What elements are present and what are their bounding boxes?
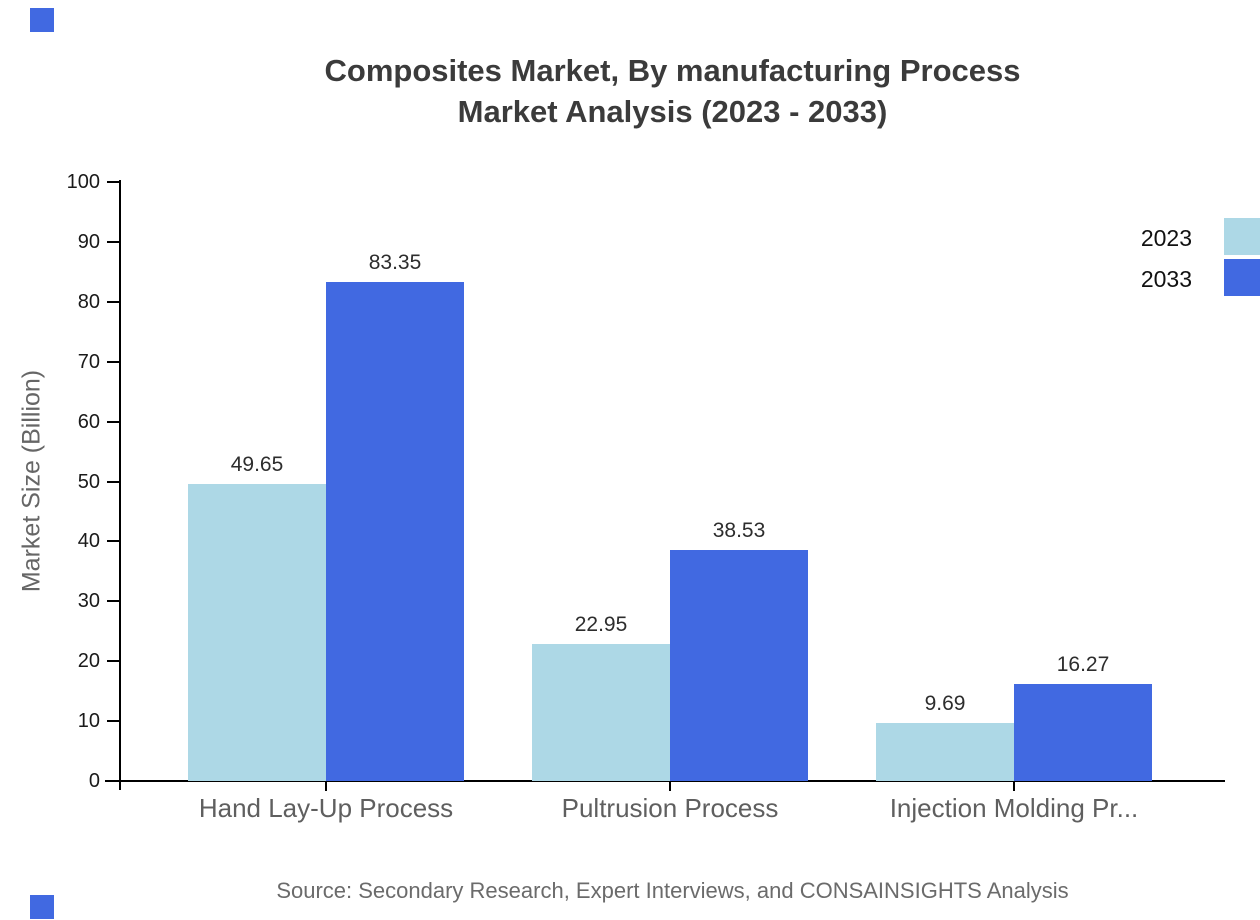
bar-2033-0 xyxy=(326,281,464,781)
bar-value-label: 16.27 xyxy=(1056,652,1110,676)
bar-2023-1 xyxy=(532,643,670,781)
y-axis-tick xyxy=(107,600,119,603)
category-label: Hand Lay-Up Process xyxy=(198,793,454,823)
y-axis-tick xyxy=(107,360,119,363)
x-axis-tick xyxy=(325,781,327,791)
category-label: Injection Molding Pr... xyxy=(889,793,1139,823)
y-axis-line xyxy=(119,180,121,790)
category-label: Pultrusion Process xyxy=(561,793,779,823)
y-axis-tick-label: 0 xyxy=(88,770,100,792)
x-axis-tick xyxy=(1013,781,1015,791)
y-axis-tick xyxy=(107,240,119,243)
bar-value-label: 38.53 xyxy=(712,519,766,543)
y-axis-tick xyxy=(107,780,119,782)
bar-2033-2 xyxy=(1014,683,1152,781)
y-axis-tick xyxy=(107,480,119,483)
x-axis-line xyxy=(105,780,1225,782)
y-axis-tick xyxy=(107,420,119,423)
x-axis-tick xyxy=(669,781,671,791)
bar-value-label: 22.95 xyxy=(574,612,628,636)
source-attribution: Source: Secondary Research, Expert Inter… xyxy=(276,878,1069,903)
y-axis-tick xyxy=(107,660,119,663)
y-axis-tick-label: 50 xyxy=(77,470,100,493)
y-axis-tick-label: 30 xyxy=(77,590,100,613)
y-axis-tick-label: 10 xyxy=(77,710,100,733)
bar-value-label: 83.35 xyxy=(368,250,422,274)
chart-title: Composites Market, By manufacturing Proc… xyxy=(120,50,1225,132)
bar-value-label: 49.65 xyxy=(230,452,284,476)
legend-label-2033: 2033 xyxy=(1140,266,1192,292)
legend-swatch-2033 xyxy=(1224,259,1260,296)
y-axis-tick xyxy=(107,300,119,303)
brand-square-top-left xyxy=(30,8,54,32)
y-axis-tick-label: 40 xyxy=(77,530,100,553)
y-axis-tick-label: 20 xyxy=(77,650,100,673)
bar-2023-2 xyxy=(876,722,1014,781)
chart-title-line2: Market Analysis (2023 - 2033) xyxy=(457,94,888,129)
bar-2023-0 xyxy=(188,483,326,781)
chart-title-line1: Composites Market, By manufacturing Proc… xyxy=(324,53,1021,88)
y-axis-tick-label: 100 xyxy=(66,171,100,193)
y-axis-tick-label: 90 xyxy=(77,230,100,253)
y-axis-tick-label: 60 xyxy=(77,410,100,433)
y-axis-tick xyxy=(107,720,119,723)
y-axis-tick xyxy=(107,181,119,183)
legend-swatch-2023 xyxy=(1224,218,1260,255)
y-axis-tick-label: 80 xyxy=(77,290,100,313)
bar-value-label: 9.69 xyxy=(924,691,966,715)
y-axis-tick xyxy=(107,540,119,543)
bar-2033-1 xyxy=(670,550,808,781)
y-axis-tick-label: 70 xyxy=(77,350,100,373)
brand-square-bottom-left xyxy=(30,895,54,919)
legend-label-2023: 2023 xyxy=(1140,225,1192,251)
